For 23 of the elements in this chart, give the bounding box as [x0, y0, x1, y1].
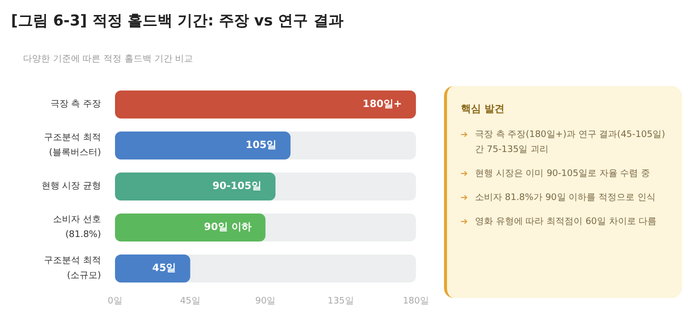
- text: 소비자 81.8%가 90일 이하를 적정으로 인식: [475, 192, 656, 205]
- chart-subtitle: 다양한 기준에 따른 적정 홀드백 기간 비교: [23, 54, 194, 64]
- bar: [115, 254, 190, 282]
- y-tick-label: 현행 시장 균형: [41, 182, 101, 192]
- x-tick-label: 0일: [108, 296, 122, 306]
- y-tick-label: 구조분석 최적 (소규모): [44, 256, 101, 281]
- data-label: 105일: [246, 140, 277, 151]
- chart-title: [그림 6-3] 적정 홀드백 기간: 주장 vs 연구 결과: [11, 12, 344, 30]
- y-tick-label: 극장 측 주장: [50, 100, 101, 110]
- data-label: 90일 이하: [204, 222, 252, 233]
- x-tick-label: 135일: [328, 296, 354, 306]
- data-label: 45일: [152, 263, 176, 274]
- y-tick-label: 소비자 선호 (81.8%): [53, 215, 101, 240]
- y-tick-label: 구조분석 최적 (블록버스터): [44, 133, 101, 158]
- x-tick-label: 45일: [180, 296, 200, 306]
- x-tick-label: 180일: [402, 296, 430, 306]
- data-label: 180일+: [362, 99, 402, 110]
- x-tick-label: 90일: [255, 296, 276, 306]
- text: 극장 측 주장(180일+)과 연구 결과(45-105일) 간 75-135일 괴리: [475, 129, 666, 157]
- text: 현행 시장은 이미 90-105일로 자율 수렴 중: [475, 168, 650, 181]
- data-label: 90-105일: [212, 181, 262, 192]
- text: 핵심 발견: [461, 103, 506, 116]
- text: 영화 유형에 따라 최적점이 60일 차이로 다름: [475, 216, 657, 229]
